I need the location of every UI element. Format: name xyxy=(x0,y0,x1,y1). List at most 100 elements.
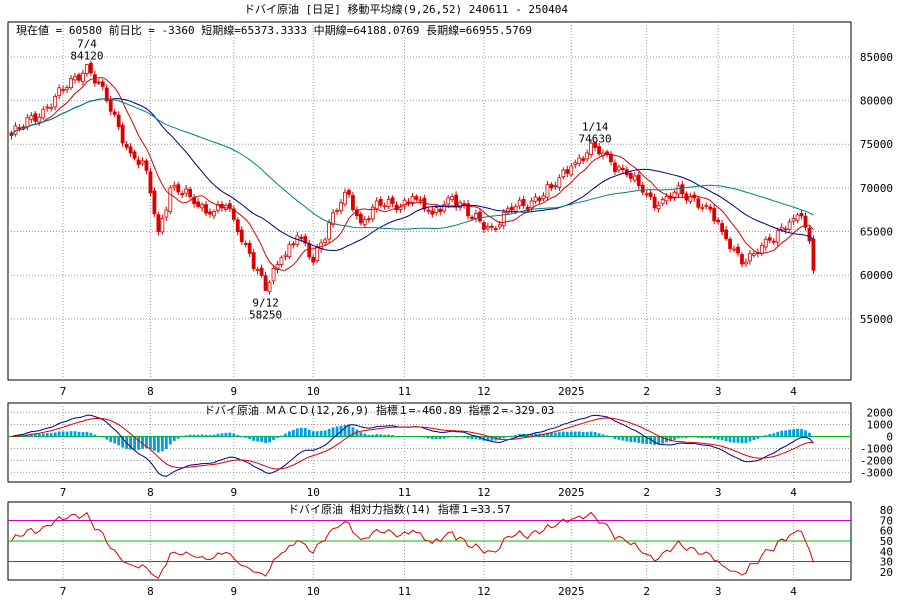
candle-body xyxy=(470,216,474,219)
macd-histogram-bar xyxy=(184,435,188,437)
macd-histogram-bar xyxy=(391,435,395,437)
month-tick-label: 2 xyxy=(643,486,650,499)
rsi-tick-label: 30 xyxy=(880,556,893,569)
macd-tick-label: 2000 xyxy=(867,407,894,420)
candle-body xyxy=(450,196,455,201)
macd-histogram-bar xyxy=(434,436,438,440)
macd-histogram-bar xyxy=(605,435,609,437)
candle-body xyxy=(640,184,645,193)
month-tick-label: 8 xyxy=(147,385,154,398)
macd-histogram-bar xyxy=(772,433,776,437)
macd-histogram-bar xyxy=(220,433,224,437)
candle-body xyxy=(283,254,288,257)
candle-body xyxy=(787,221,792,230)
price-tick-label: 65000 xyxy=(860,226,893,239)
candle-body xyxy=(489,225,494,228)
candle-body xyxy=(89,62,93,74)
candle-body xyxy=(370,206,375,220)
macd-histogram-bar xyxy=(57,431,61,437)
macd-histogram-bar xyxy=(748,436,752,442)
peak-date-label: 1/14 xyxy=(582,120,609,133)
macd-histogram-bar xyxy=(557,432,561,437)
macd-histogram-bar xyxy=(351,427,355,437)
macd-histogram-bar xyxy=(565,431,569,437)
candle-body xyxy=(720,223,725,232)
peak-value-label: 74630 xyxy=(579,132,612,145)
candle-body xyxy=(644,193,649,196)
candle-body xyxy=(390,197,395,204)
price-tick-label: 60000 xyxy=(860,269,893,282)
macd-histogram-bar xyxy=(137,436,140,450)
candle-body xyxy=(593,142,597,148)
macd-histogram-bar xyxy=(681,436,684,438)
candle-body xyxy=(259,267,264,276)
macd-histogram-bar xyxy=(129,436,132,450)
macd-histogram-bar xyxy=(29,433,33,437)
macd-histogram-bar xyxy=(45,433,49,437)
candle-body xyxy=(402,199,407,207)
candle-body xyxy=(148,171,153,194)
macd-histogram-bar xyxy=(276,436,279,438)
candle-body xyxy=(605,151,609,156)
macd-histogram-bar xyxy=(653,436,657,445)
macd-histogram-bar xyxy=(768,433,772,437)
candle-body xyxy=(358,213,363,224)
candle-body xyxy=(458,202,463,208)
macd-histogram-bar xyxy=(399,436,402,438)
month-tick-label: 4 xyxy=(790,585,797,598)
macd-tick-label: -3000 xyxy=(860,466,893,479)
price-tick-label: 85000 xyxy=(860,51,893,64)
macd-histogram-bar xyxy=(133,436,136,450)
candle-body xyxy=(235,219,240,232)
candle-body xyxy=(620,167,625,171)
candle-body xyxy=(263,275,268,291)
month-tick-label: 9 xyxy=(231,585,238,598)
candle-body xyxy=(545,184,550,198)
macd-histogram-bar xyxy=(732,436,736,443)
candle-body xyxy=(525,206,530,210)
macd-histogram-bar xyxy=(593,432,597,437)
macd-histogram-bar xyxy=(736,436,740,443)
candle-body xyxy=(271,267,276,282)
macd-histogram-bar xyxy=(442,436,446,439)
candle-body xyxy=(366,218,371,221)
price-plot xyxy=(9,60,816,295)
macd-histogram-bar xyxy=(323,430,327,437)
candle-body xyxy=(573,162,578,165)
candle-body xyxy=(188,189,193,198)
macd-histogram-bar xyxy=(490,436,494,441)
candle-body xyxy=(664,196,669,202)
macd-tick-label: 0 xyxy=(886,431,893,444)
macd-histogram-bar xyxy=(200,434,204,437)
candle-body xyxy=(172,184,177,188)
candle-body xyxy=(430,210,435,215)
macd-histogram-bar xyxy=(367,434,371,437)
macd-panel-frame xyxy=(7,402,852,483)
month-tick-label: 11 xyxy=(398,385,411,398)
macd-histogram-bar xyxy=(327,428,331,437)
candle-body xyxy=(299,237,304,239)
macd-histogram-bar xyxy=(176,436,180,439)
macd-histogram-bar xyxy=(534,433,537,437)
macd-histogram-bar xyxy=(724,436,728,442)
month-tick-label: 4 xyxy=(790,486,797,499)
candle-body xyxy=(108,98,113,112)
macd-histogram-bar xyxy=(760,436,764,438)
rsi-tick-label: 80 xyxy=(880,504,893,517)
candle-body xyxy=(501,211,506,227)
macd-histogram-bar xyxy=(315,431,319,437)
candle-body xyxy=(628,173,633,179)
candle-body xyxy=(331,212,335,225)
candle-body xyxy=(736,246,740,254)
candle-body xyxy=(704,204,709,207)
macd-histogram-bar xyxy=(105,436,109,440)
candle-body xyxy=(537,197,542,201)
candle-body xyxy=(636,174,641,187)
macd-histogram-bar xyxy=(625,436,629,442)
macd-histogram-bar xyxy=(573,431,577,437)
macd-histogram-bar xyxy=(93,434,97,437)
candle-body xyxy=(648,192,653,198)
macd-histogram-bar xyxy=(446,436,450,438)
rsi-tick-label: 20 xyxy=(880,566,893,579)
rsi-plot xyxy=(8,511,851,579)
